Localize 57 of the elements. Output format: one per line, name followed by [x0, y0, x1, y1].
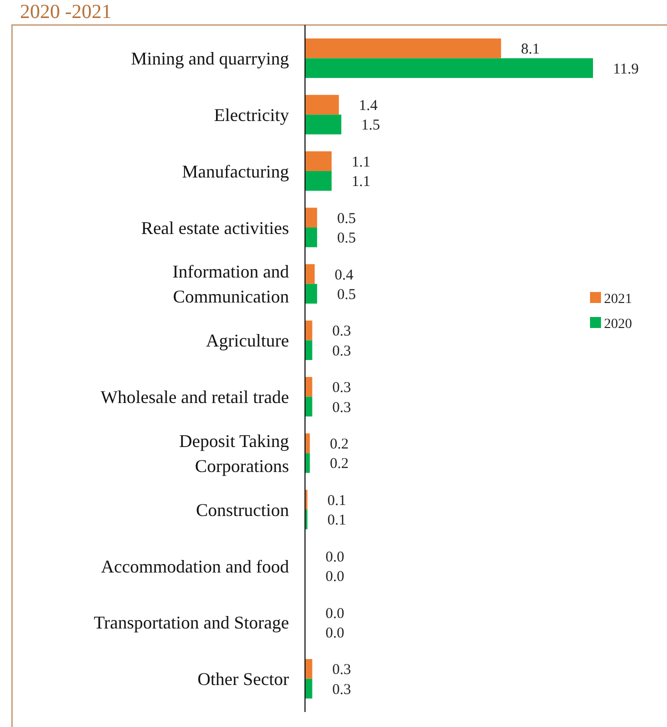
data-label: 0.2: [330, 436, 349, 452]
data-label: 0.3: [332, 343, 352, 360]
bar: [305, 678, 312, 699]
bar: [305, 208, 318, 228]
bar: [305, 340, 312, 360]
bar: [305, 227, 318, 248]
data-label: 0.3: [332, 380, 352, 396]
bar: [305, 94, 339, 115]
data-label: 0.1: [327, 512, 346, 529]
y-tick-label: Other Sector: [198, 669, 290, 690]
y-tick-label: Agriculture: [206, 330, 290, 351]
data-label: 0.3: [332, 324, 352, 340]
y-tick-label: Wholesale and retail trade: [100, 387, 290, 408]
data-label: 0.5: [337, 287, 356, 303]
y-tick-label: Transportation and Storage: [94, 612, 290, 633]
data-label: 0.0: [325, 626, 344, 642]
text: 2020 -2021: [20, 1, 112, 23]
y-tick-label: Manufacturing: [182, 161, 289, 182]
data-label: 0.3: [332, 682, 352, 698]
y-tick-label: Accommodation and food: [101, 556, 289, 576]
bar: [305, 58, 593, 78]
y-tick-label: Mining and quarrying: [131, 48, 289, 69]
data-label: 0.1: [327, 492, 346, 509]
legend-label: 2021: [604, 292, 632, 307]
bar: [305, 396, 312, 416]
data-label: 0.5: [337, 210, 356, 227]
data-label: 1.1: [352, 154, 370, 170]
y-tick-label: Information and Communication: [172, 262, 289, 307]
y-tick-label: Deposit Taking Corporations: [179, 430, 289, 476]
data-label: 1.1: [352, 174, 370, 190]
bar: [305, 284, 318, 304]
data-label: 8.1: [521, 42, 540, 58]
data-label: 1.5: [361, 118, 380, 134]
bar: [305, 264, 315, 284]
data-label: 0.3: [332, 662, 352, 678]
legend-label: 2020: [604, 316, 632, 332]
y-tick-label: Electricity: [214, 104, 289, 125]
bar: [305, 659, 312, 679]
data-label: 0.4: [334, 267, 354, 284]
y-tick-label: Construction: [196, 500, 289, 520]
bar: [305, 38, 502, 58]
data-label: 11.9: [613, 61, 639, 78]
data-label: 1.4: [358, 98, 378, 114]
bar: [305, 151, 332, 172]
data-label: 0.5: [337, 230, 356, 247]
bar: [305, 453, 310, 473]
bar: [305, 433, 310, 454]
bar: [305, 320, 312, 340]
data-label: 0.3: [332, 400, 352, 416]
data-label: 0.0: [325, 606, 344, 622]
data-label: 0.0: [325, 549, 344, 566]
bar: [305, 171, 332, 191]
data-label: 0.0: [325, 569, 344, 586]
bar: [305, 376, 312, 397]
y-tick-label: Real estate activities: [141, 218, 289, 238]
data-label: 0.2: [330, 456, 349, 472]
bar: [305, 114, 342, 134]
